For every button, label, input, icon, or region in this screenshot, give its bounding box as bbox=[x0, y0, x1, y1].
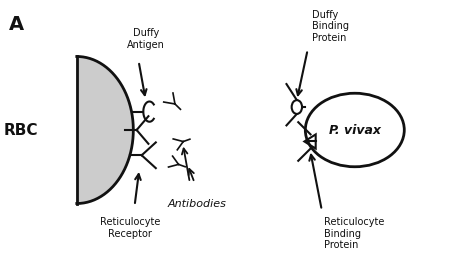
Text: Duffy
Antigen: Duffy Antigen bbox=[127, 28, 164, 50]
Text: Antibodies: Antibodies bbox=[167, 199, 227, 209]
Text: RBC: RBC bbox=[4, 122, 38, 138]
Text: Reticulocyte
Receptor: Reticulocyte Receptor bbox=[100, 217, 160, 239]
Ellipse shape bbox=[292, 100, 302, 114]
Text: P. vivax: P. vivax bbox=[329, 124, 381, 136]
Ellipse shape bbox=[305, 93, 404, 167]
Text: Reticulocyte
Binding
Protein: Reticulocyte Binding Protein bbox=[324, 217, 384, 250]
Text: A: A bbox=[9, 15, 24, 34]
Polygon shape bbox=[77, 56, 133, 204]
Text: Duffy
Binding
Protein: Duffy Binding Protein bbox=[312, 10, 349, 43]
